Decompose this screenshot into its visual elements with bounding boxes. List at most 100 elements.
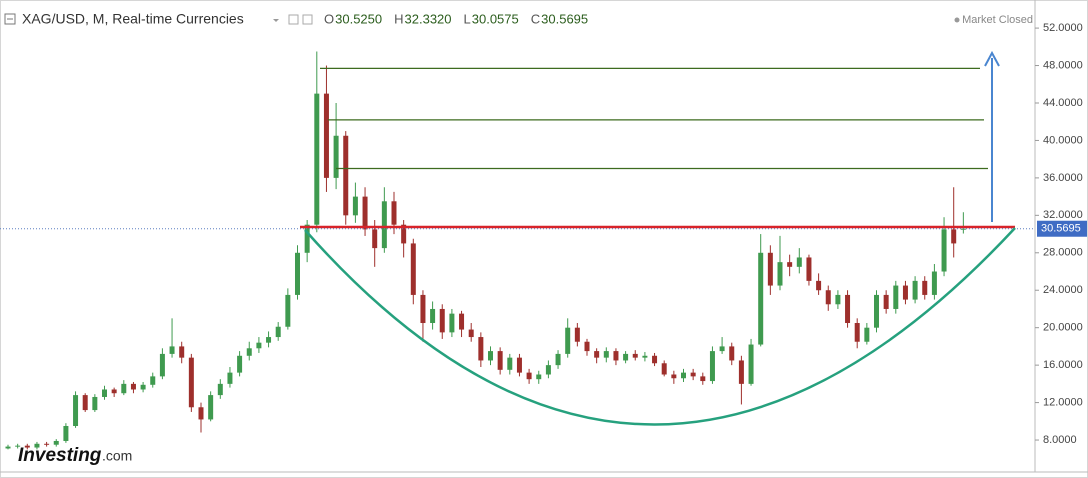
candle-body <box>256 342 262 349</box>
candle-body <box>748 344 754 384</box>
candle-body <box>690 372 696 377</box>
candle-body <box>574 327 580 342</box>
candle-body <box>835 294 841 305</box>
candle-body <box>478 337 484 361</box>
candle-body <box>401 224 407 244</box>
y-tick-label: 36.0000 <box>1043 172 1083 184</box>
candle-body <box>169 346 175 354</box>
last-price-box <box>1037 220 1087 237</box>
candle-body <box>787 262 793 267</box>
candle-body <box>159 353 165 377</box>
collapse-icon[interactable] <box>4 13 16 25</box>
candle-body <box>343 135 349 216</box>
candle-body <box>333 135 339 178</box>
ohlc-key: O <box>324 11 334 26</box>
settings-icon[interactable] <box>288 14 299 25</box>
candle-body <box>468 329 474 338</box>
ohlc-key: L <box>464 11 471 26</box>
candle-body <box>449 313 455 333</box>
candle-body <box>729 346 735 361</box>
candle-body <box>198 407 204 420</box>
candle-body <box>613 351 619 361</box>
y-tick-label: 44.0000 <box>1043 97 1083 109</box>
candle-body <box>488 351 493 361</box>
candle-body <box>323 93 329 178</box>
candle-body <box>594 351 600 358</box>
candle-body <box>661 363 667 375</box>
candle-body <box>459 313 465 330</box>
cup-curve <box>304 227 1016 426</box>
market-status: Market Closed <box>962 14 1033 26</box>
candle-body <box>246 348 252 356</box>
candle-body <box>874 294 879 328</box>
y-tick-label: 16.0000 <box>1043 359 1083 371</box>
logo-suffix: .com <box>102 448 132 464</box>
candle-body <box>362 196 368 230</box>
candle-body <box>497 351 503 370</box>
candle-body <box>922 280 928 295</box>
candle-body <box>806 257 812 281</box>
candle-body <box>266 337 272 343</box>
candle-body <box>304 224 310 253</box>
candle-body <box>5 446 11 449</box>
dropdown-icon[interactable] <box>273 19 279 22</box>
y-tick-label: 48.0000 <box>1043 59 1083 71</box>
settings-icon[interactable] <box>302 14 313 25</box>
candle-body <box>758 252 764 345</box>
y-tick-label: 24.0000 <box>1043 284 1083 296</box>
candle-body <box>150 376 156 385</box>
ohlc-value: 30.5250 <box>335 11 382 26</box>
candle-body <box>941 229 947 272</box>
ohlc-value: 30.5695 <box>541 11 588 26</box>
candle-body <box>82 395 88 411</box>
candle-body <box>217 383 223 396</box>
candle-body <box>738 360 744 384</box>
candle-body <box>526 372 532 380</box>
candle-body <box>121 383 127 394</box>
y-tick-label: 12.0000 <box>1043 396 1083 408</box>
candle-body <box>314 93 320 225</box>
candle-body <box>237 355 243 373</box>
candle-body <box>584 341 590 352</box>
candle-body <box>632 353 638 358</box>
candle-body <box>188 357 194 408</box>
candle-body <box>507 357 513 370</box>
candle-body <box>767 252 773 286</box>
candle-body <box>53 440 59 445</box>
ohlc-key: H <box>394 11 403 26</box>
candle-body <box>275 326 281 338</box>
candle-body <box>227 372 233 384</box>
candle-body <box>24 445 30 448</box>
ohlc-value: 30.0575 <box>472 11 519 26</box>
candle-body <box>15 445 21 447</box>
candle-body <box>391 201 397 225</box>
candle-body <box>854 323 860 342</box>
candle-body <box>845 294 851 324</box>
candle-body <box>410 243 416 295</box>
candle-body <box>420 294 426 324</box>
candle-body <box>92 396 98 411</box>
candle-body <box>681 372 686 379</box>
y-tick-label: 52.0000 <box>1043 22 1083 34</box>
candle-body <box>912 280 918 300</box>
candle-body <box>893 285 899 309</box>
candle-body <box>565 327 571 354</box>
candle-body <box>44 443 50 445</box>
candle-body <box>816 280 822 291</box>
candle-body <box>700 376 706 382</box>
y-tick-label: 20.0000 <box>1043 322 1083 334</box>
plot: 8.0000 12.0000 16.0000 20.0000 24.0000 28.000… <box>0 22 1087 450</box>
logo: Investing <box>18 445 102 466</box>
candle-body <box>825 290 831 305</box>
candle-body <box>864 327 870 342</box>
candle-body <box>796 257 802 267</box>
candle-body <box>179 346 185 358</box>
candle-body <box>295 252 300 295</box>
ohlc-readout: O 30.5250 H 32.3320 L 30.0575 C 30.5695 <box>324 11 588 26</box>
candle-body <box>34 443 40 448</box>
candle-body <box>381 201 387 249</box>
candle-body <box>931 271 937 295</box>
y-tick-label: 28.0000 <box>1043 247 1083 259</box>
